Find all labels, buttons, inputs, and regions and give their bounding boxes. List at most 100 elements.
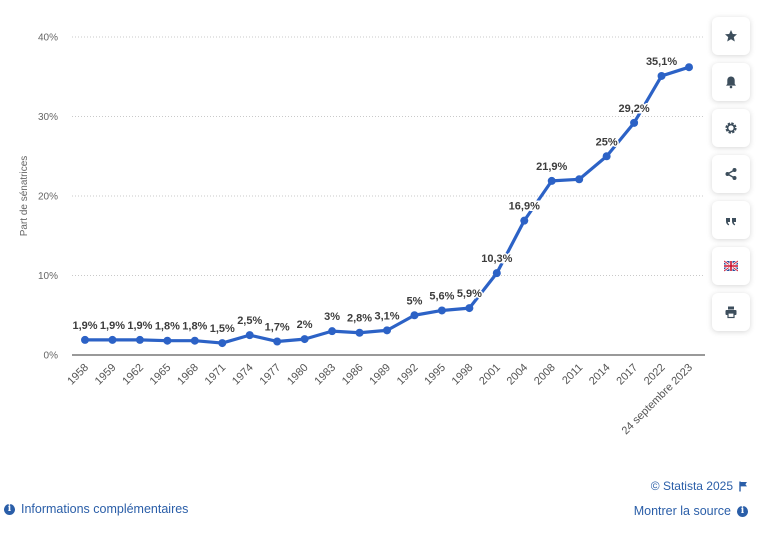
settings-button[interactable] (712, 109, 750, 147)
data-point (465, 304, 474, 313)
data-label: 1,7% (265, 321, 290, 333)
x-tick-label: 1959 (93, 362, 119, 388)
y-tick-label: 0% (44, 351, 59, 362)
info-icon: i (737, 505, 748, 517)
data-point (685, 63, 693, 72)
data-point (163, 336, 172, 345)
data-point (602, 152, 611, 161)
data-label: 1,8% (182, 321, 207, 333)
x-tick-label: 1986 (340, 362, 366, 388)
credit-text: © Statista 2025 (650, 479, 733, 493)
flag-uk-icon (724, 260, 738, 272)
data-point (575, 175, 584, 184)
share-button[interactable] (712, 155, 750, 193)
x-tick-label: 1992 (395, 362, 421, 388)
print-icon (725, 306, 737, 319)
data-label: 2% (297, 319, 313, 331)
data-point (657, 71, 666, 80)
data-point (135, 335, 144, 344)
data-point (520, 216, 529, 225)
x-tick-label: 2014 (587, 362, 613, 388)
data-label: 1,8% (155, 321, 180, 333)
print-button[interactable] (712, 293, 750, 331)
data-label: 25% (596, 136, 618, 148)
series-layer (81, 63, 693, 348)
data-label: 21,9% (536, 161, 567, 173)
series-line (83, 65, 691, 345)
star-icon (725, 30, 737, 42)
y-axis-label: Part de sénatrices (19, 156, 30, 237)
x-tick-label: 1995 (422, 362, 448, 388)
cite-button[interactable] (712, 201, 750, 239)
x-tick-label: 1971 (203, 362, 229, 388)
grid-layer (72, 36, 705, 276)
data-label: 5,9% (457, 288, 482, 300)
data-point (245, 331, 254, 340)
x-tick-label: 1962 (120, 362, 146, 388)
x-tick-label: 1980 (285, 362, 311, 388)
data-label: 5% (407, 295, 423, 307)
favorite-button[interactable] (712, 17, 750, 55)
more-info-label: Informations complémentaires (21, 502, 189, 516)
data-label: 1,5% (210, 323, 235, 335)
language-button[interactable] (712, 247, 750, 285)
x-tick-label: 1998 (450, 362, 476, 388)
data-label: 1,9% (72, 320, 97, 332)
show-source-label: Montrer la source (633, 504, 731, 518)
share-icon (725, 168, 737, 180)
quote-icon (726, 218, 736, 226)
x-tick-label: 2001 (477, 362, 503, 388)
axis-layer: 0%10%20%30%40%1958 1959 1962 1965 1968 1971 19… (38, 33, 705, 437)
x-tick-label: 2008 (532, 362, 558, 388)
data-point (300, 335, 309, 344)
data-label: 3,1% (374, 310, 399, 322)
x-tick-label: 2004 (505, 362, 531, 388)
data-label: 5,6% (429, 290, 454, 302)
x-tick-label: 1965 (148, 362, 174, 388)
data-point (383, 326, 391, 335)
y-tick-label: 30% (38, 112, 58, 123)
data-point (190, 336, 199, 345)
x-tick-label: 2017 (614, 362, 640, 388)
statista-credit[interactable]: © Statista 2025 (651, 479, 748, 493)
x-tick-label: 1974 (230, 362, 256, 388)
data-point (273, 337, 282, 346)
data-label: 29,2% (618, 103, 649, 115)
labels-layer: 1,9% 1,9% 1,9% 1,8% 1,8% 1,5%2,5%1,7% 2%3% 2,8%… (71, 54, 679, 336)
data-point (108, 335, 117, 344)
x-tick-label: 2011 (560, 362, 585, 387)
y-tick-label: 10% (38, 271, 58, 282)
notification-button[interactable] (712, 63, 750, 101)
data-point (218, 339, 227, 348)
data-label: 1,9% (127, 320, 152, 332)
info-icon: i (4, 503, 15, 515)
data-point (355, 328, 364, 337)
data-label: 10,3% (481, 253, 512, 265)
data-point (328, 327, 337, 336)
data-point (81, 335, 89, 344)
data-point (437, 306, 446, 315)
data-label: 16,9% (509, 201, 540, 213)
toolbar-sidebar (712, 17, 750, 331)
y-tick-label: 40% (38, 33, 58, 44)
data-label: 3% (324, 311, 340, 323)
y-tick-label: 20% (38, 192, 58, 203)
show-source-link[interactable]: Montrer la source i (634, 504, 748, 518)
data-label: 2,5% (237, 315, 262, 327)
x-tick-label: 1989 (367, 362, 393, 388)
x-tick-label: 1977 (258, 362, 284, 388)
more-info-link[interactable]: i Informations complémentaires (4, 502, 188, 516)
x-tick-label: 1958 (65, 362, 91, 388)
data-label: 1,9% (100, 320, 125, 332)
x-tick-label: 1968 (175, 362, 201, 388)
data-point (630, 118, 639, 127)
data-label: 35,1% (646, 56, 677, 68)
gear-icon (725, 122, 737, 134)
line-chart: 0%10%20%30%40%1958 1959 1962 1965 1968 1971 19… (19, 33, 705, 437)
data-point (410, 311, 419, 320)
data-point (547, 176, 556, 185)
x-tick-label: 1983 (312, 362, 338, 388)
data-label: 2,8% (347, 313, 372, 325)
bell-icon (726, 76, 736, 89)
flag-icon (739, 481, 747, 491)
